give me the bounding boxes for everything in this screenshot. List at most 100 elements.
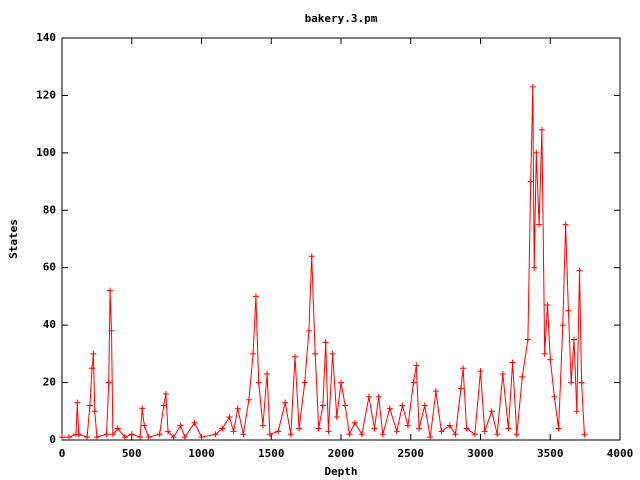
data-point [252,293,259,300]
data-point [234,405,241,412]
data-point [91,408,98,415]
data-point [565,307,572,314]
data-point [576,267,583,274]
x-tick-label: 0 [59,447,66,460]
data-point [551,393,558,400]
data-point [107,287,114,294]
data-point [128,431,135,438]
data-point [379,431,386,438]
data-point [219,425,226,432]
data-point [170,434,177,441]
data-point [413,362,420,369]
data-point [259,422,266,429]
data-point [524,336,531,343]
data-point [432,388,439,395]
data-point [84,434,91,441]
data-point [145,434,152,441]
data-point [494,431,501,438]
data-point [156,431,163,438]
data-point [573,408,580,415]
y-tick-label: 40 [43,318,56,331]
data-point [88,365,95,372]
data-point [375,393,382,400]
data-point [315,425,322,432]
data-point [358,431,365,438]
x-tick-label: 2500 [398,447,425,460]
data-point [226,414,233,421]
data-point [471,431,478,438]
data-point [177,422,184,429]
data-point [365,393,372,400]
data-point [399,402,406,409]
x-tick-label: 2000 [328,447,355,460]
data-point [463,425,470,432]
data-point [109,431,116,438]
y-tick-label: 80 [43,203,56,216]
data-point [191,419,198,426]
data-point [162,391,169,398]
data-point [264,370,271,377]
data-point [499,370,506,377]
data-point [505,425,512,432]
data-point [287,431,294,438]
data-point [544,302,551,309]
data-point [329,350,336,357]
data-point [93,434,100,441]
data-point [301,379,308,386]
data-point [393,428,400,435]
data-point [371,425,378,432]
data-point [139,405,146,412]
data-point [410,379,417,386]
data-point [103,431,110,438]
data-point [488,408,495,415]
data-point [581,431,588,438]
x-tick-label: 4000 [607,447,634,460]
y-tick-label: 20 [43,376,56,389]
data-point [305,327,312,334]
data-point [547,356,554,363]
data-point [296,425,303,432]
data-point [250,350,257,357]
y-tick-label: 100 [36,146,56,159]
data-point [421,402,428,409]
y-axis-label: States [7,219,20,259]
data-point [533,149,540,156]
data-point [198,434,205,441]
data-point [452,431,459,438]
data-point [282,399,289,406]
data-point [108,327,115,334]
data-point [325,428,332,435]
data-point [245,396,252,403]
data-point [275,428,282,435]
data-point [460,365,467,372]
data-point [141,422,148,429]
data-point [477,368,484,375]
data-point [266,431,273,438]
data-point [308,253,315,260]
y-tick-label: 60 [43,261,56,274]
data-point [531,264,538,271]
data-point [291,353,298,360]
data-point [527,178,534,185]
data-point [538,126,545,133]
x-tick-label: 500 [122,447,142,460]
x-axis-label: Depth [324,465,357,478]
data-point [541,350,548,357]
data-point [457,385,464,392]
data-point [90,350,97,357]
data-point [255,379,262,386]
data-point [536,221,543,228]
data-point [404,422,411,429]
data-point [578,379,585,386]
data-point [240,431,247,438]
data-point [446,422,453,429]
data-point [333,414,340,421]
data-point [559,322,566,329]
data-point [160,402,167,409]
data-point [338,379,344,386]
data-line [62,86,585,439]
x-tick-label: 1500 [258,447,285,460]
data-point [342,402,349,409]
y-tick-label: 0 [49,433,56,446]
